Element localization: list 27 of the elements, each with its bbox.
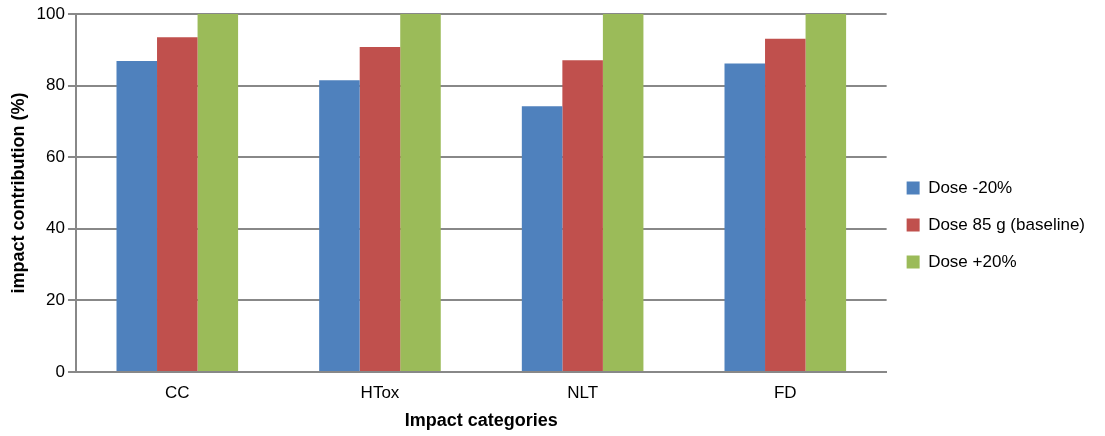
bar: [157, 37, 198, 371]
bar: [521, 106, 563, 371]
x-tick-label: CC: [165, 382, 190, 402]
bar: [602, 14, 644, 371]
legend-label: Dose 85 g (baseline): [928, 214, 1086, 234]
y-tick-label: 60: [46, 146, 65, 166]
bar: [765, 38, 806, 371]
y-tick-label: 80: [46, 75, 65, 95]
y-axis-title: impact contribution (%): [7, 92, 28, 294]
legend-label: Dose +20%: [928, 251, 1017, 271]
y-tick-label: 0: [55, 361, 65, 381]
legend-label: Dose -20%: [928, 177, 1013, 197]
bar: [197, 14, 239, 371]
bar: [805, 14, 847, 371]
x-tick-label: FD: [773, 382, 797, 402]
x-tick-label: NLT: [567, 382, 599, 402]
x-tick-label: HTox: [360, 382, 400, 402]
bar: [359, 46, 401, 371]
bar: [319, 80, 360, 371]
bar: [116, 60, 158, 371]
bar: [400, 14, 441, 371]
x-axis-title: Impact categories: [404, 410, 558, 431]
y-tick-label: 20: [46, 290, 65, 310]
bar: [724, 63, 766, 371]
y-tick-label: 100: [36, 3, 65, 23]
y-tick-label: 40: [46, 218, 65, 238]
bar: [562, 60, 603, 371]
